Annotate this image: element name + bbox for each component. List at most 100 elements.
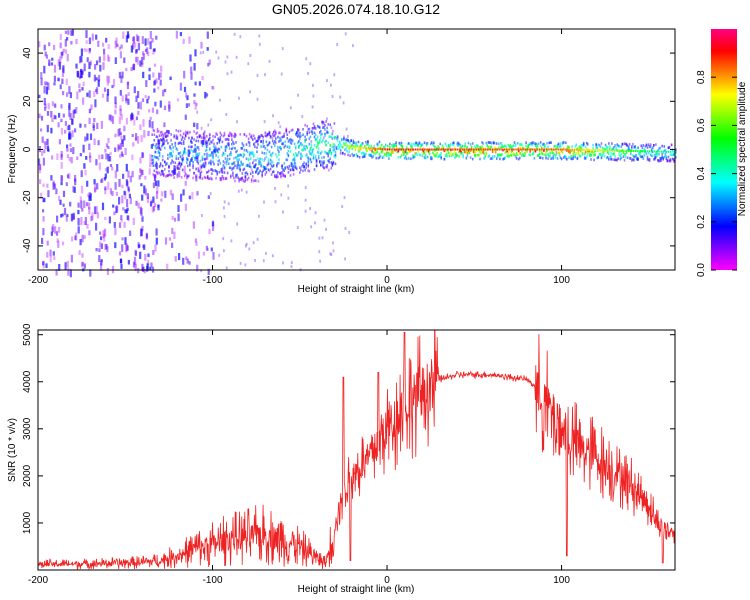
spectrogram-cell [241,176,244,180]
spectrogram-cell [264,73,266,77]
spectrogram-cell [311,127,314,130]
spectrogram-cell [592,152,594,155]
spectrogram-cell [268,133,271,136]
spectrogram-cell [312,153,315,157]
spectrogram-cell [534,149,537,153]
spectrogram-cell [192,221,195,229]
spectrogram-cell [169,189,172,196]
spectrogram-cell [627,145,630,148]
spectrogram-cell [255,170,257,174]
spectrogram-cell [310,153,313,156]
spectrogram-cell [266,144,269,147]
spectrogram-cell [239,164,241,168]
spectrogram-cell [222,237,225,241]
spectrogram-cell [539,144,542,147]
spectrogram-cell [209,192,212,196]
spectrogram-cell [57,240,60,248]
spectrogram-ridge-cell [638,150,640,153]
spectrogram-cell [284,167,286,170]
spectrogram-cell [346,138,348,142]
spectrogram-cell [217,150,219,154]
spectrogram-cell [147,38,150,45]
spectrogram-cell [633,155,635,158]
spectrogram-cell [45,86,49,95]
spectrogram-cell [61,241,65,246]
spectrogram-cell [172,173,174,177]
spectrogram-cell [271,254,274,258]
spectrogram-cell [463,144,466,148]
spectrogram-cell [85,156,88,160]
spectrogram-cell [89,269,92,277]
spectrogram-cell [86,180,89,187]
spectrogram-cell [41,150,44,156]
spectrogram-cell [391,144,393,147]
spectrogram-cell [155,237,158,245]
spectrogram-cell [38,113,41,119]
spectrogram-cell [166,139,168,142]
spectrogram-cell [670,153,673,156]
spectrogram-cell [314,211,317,215]
spectrogram-cell [241,163,244,166]
spectrogram-ridge-cell [535,148,537,151]
spectrogram-cell [551,149,553,153]
spectrogram-cell [62,65,65,74]
spectrogram-cell [280,171,282,175]
spectrogram-cell [182,189,185,196]
spectrogram-cell [288,164,291,168]
spectrogram-cell [156,109,159,115]
spectrogram-cell [643,148,646,151]
spectrogram-cell [124,147,127,156]
spectrogram-cell [220,178,223,182]
spectrogram-cell [399,155,402,159]
spectrogram-ridge-cell [582,148,584,151]
spectrogram-cell [93,179,96,185]
spectrogram-cell [188,136,190,140]
spectrogram-cell [161,191,164,197]
spectrogram-ridge-cell [376,147,378,150]
spectrogram-cell [623,153,626,156]
spectrogram-cell [223,249,225,253]
spectrogram-cell [147,95,150,100]
spectrogram-cell [609,155,611,159]
spectrogram-cell [449,152,452,156]
spectrogram-cell [291,128,294,132]
spectrogram-cell [467,141,470,145]
spectrogram-cell [572,157,574,160]
spectrogram-ridge-cell [570,148,572,151]
spectrogram-cell [230,175,232,179]
spectrogram-cell [324,134,326,137]
spectrogram-cell [634,145,636,149]
spectrogram-cell [477,146,479,149]
spectrogram-cell [671,157,674,161]
spectrogram-cell [332,143,335,146]
spectrogram-cell [237,153,239,157]
spectrogram-cell [68,157,71,162]
spectrogram-cell [365,147,367,151]
spectrogram-cell [550,141,552,144]
spectrogram-cell [365,152,367,156]
spectrogram-cell [307,156,310,160]
spectrogram-cell [183,174,186,178]
spectrogram-cell [489,157,492,161]
spectrogram-cell [189,54,192,62]
spectrogram-cell [663,145,666,148]
spectrogram-cell [329,135,331,138]
spectrogram-cell [344,226,347,230]
spectrogram-ridge-cell [392,148,394,151]
spectrogram-cell [312,94,315,98]
spectrogram-cell [416,142,418,145]
spectrogram-cell [274,134,276,137]
spectrogram-cell [658,152,660,156]
spectrogram-cell [326,117,328,121]
spectrogram-cell [164,168,166,171]
spectrogram-ridge-cell [371,147,373,150]
spectrogram-cell [157,139,160,143]
spectrogram-cell [234,164,236,168]
spectrogram-cell [284,175,286,178]
spectrogram-cell [559,144,562,148]
spectrogram-cell [507,155,510,158]
spectrogram-cell [68,124,71,131]
spectrogram-cell [294,133,297,136]
spectrogram-cell [253,155,255,158]
spectrogram-cell [548,154,550,158]
